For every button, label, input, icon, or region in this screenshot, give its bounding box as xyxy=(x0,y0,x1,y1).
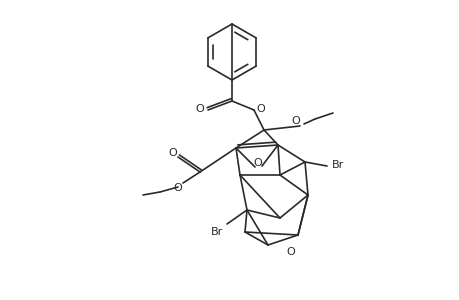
Text: O: O xyxy=(256,104,265,114)
Text: O: O xyxy=(291,116,300,126)
Text: O: O xyxy=(253,158,262,168)
Text: O: O xyxy=(173,183,182,193)
Text: Br: Br xyxy=(331,160,343,170)
Text: O: O xyxy=(168,148,177,158)
Text: O: O xyxy=(195,104,204,114)
Text: O: O xyxy=(286,247,295,257)
Text: Br: Br xyxy=(210,227,223,237)
